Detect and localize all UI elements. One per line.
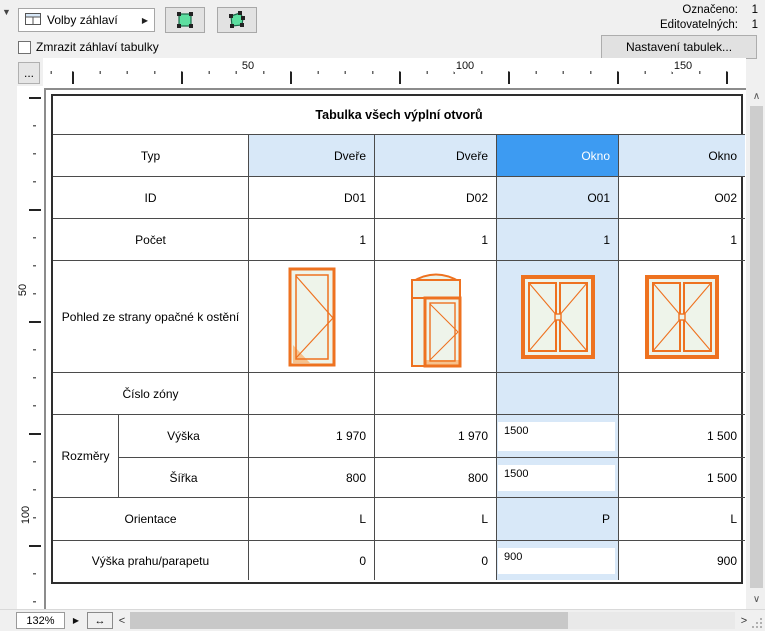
vertical-scrollbar[interactable]: ∧ ∨: [748, 86, 765, 609]
h-ruler-label: 100: [453, 60, 477, 72]
vertical-ruler: 50 100: [17, 86, 43, 609]
cell-prah-d02[interactable]: 0: [375, 541, 497, 580]
row-label-typ[interactable]: Typ: [53, 135, 249, 177]
row-label-orientace[interactable]: Orientace: [53, 498, 249, 541]
page-edge: [44, 88, 746, 90]
cell-vyska-d02[interactable]: 1 970: [375, 415, 497, 458]
status-bar: 132% ▶ ↔ < >: [0, 609, 765, 631]
cell-typ-o02[interactable]: Okno: [619, 135, 745, 177]
collapse-panel-icon[interactable]: ▼: [2, 7, 11, 17]
cell-sirka-d01[interactable]: 800: [249, 458, 375, 498]
cell-typ-o01-selected[interactable]: Okno: [497, 135, 619, 177]
zoom-menu-icon[interactable]: ▶: [72, 616, 80, 625]
scroll-down-icon[interactable]: ∨: [752, 593, 761, 605]
marked-count-row: Označeno: 1: [682, 4, 758, 16]
cell-typ-d02[interactable]: Dveře: [375, 135, 497, 177]
cell-id-o01[interactable]: O01: [497, 177, 619, 219]
cell-sirka-d02[interactable]: 800: [375, 458, 497, 498]
v-ruler-label: 50: [17, 281, 30, 299]
h-ruler-label: 150: [671, 60, 695, 72]
cell-preview-o02[interactable]: [619, 261, 745, 373]
scroll-up-icon[interactable]: ∧: [752, 90, 761, 102]
cell-zona-d02[interactable]: [375, 373, 497, 415]
row-label-id[interactable]: ID: [53, 177, 249, 219]
v-ruler-label: 100: [20, 503, 33, 527]
header-options-dropdown[interactable]: Volby záhlaví ▶: [18, 8, 155, 32]
editable-value: 1: [751, 19, 758, 31]
row-label-pohled[interactable]: Pohled ze strany opačné k ostění: [53, 261, 249, 373]
cell-preview-d01[interactable]: [249, 261, 375, 373]
cell-sirka-o02[interactable]: 1 500: [619, 458, 745, 498]
polygon-select-button[interactable]: [217, 7, 257, 33]
marquee-select-button[interactable]: [165, 7, 205, 33]
table-title: Tabulka všech výplní otvorů: [53, 96, 745, 135]
prah-edit-field[interactable]: 900: [498, 548, 615, 574]
horizontal-scrollbar[interactable]: [130, 612, 735, 629]
door-single-icon: [288, 267, 335, 366]
polygon-marquee-icon: [229, 11, 245, 28]
zoom-level-control[interactable]: 132%: [16, 612, 65, 629]
cell-orientace-o01[interactable]: P: [497, 498, 619, 541]
cell-zona-o02[interactable]: [619, 373, 745, 415]
cell-pocet-o02[interactable]: 1: [619, 219, 745, 261]
cell-vyska-o01-edit: 1500: [497, 415, 619, 458]
table-header-icon: [25, 12, 41, 28]
door-arched-sidelight-icon: [410, 273, 461, 367]
resize-grip-icon[interactable]: [752, 618, 763, 631]
sirka-edit-field[interactable]: 1500: [498, 465, 615, 491]
ruler-origin-button[interactable]: ...: [18, 62, 40, 84]
cell-prah-o01-edit: 900: [497, 541, 619, 580]
header-options-label: Volby záhlaví: [47, 13, 118, 27]
schedule-table: Tabulka všech výplní otvorů Typ Dveře Dv…: [51, 94, 745, 584]
window-double-icon: [645, 274, 719, 359]
marked-label: Označeno:: [682, 4, 738, 16]
fit-width-icon[interactable]: ↔: [87, 612, 113, 629]
page-edge: [44, 88, 46, 609]
chevron-right-icon: ▶: [141, 15, 148, 25]
row-label-vyska[interactable]: Výška: [119, 415, 249, 458]
row-label-sirka[interactable]: Šířka: [119, 458, 249, 498]
editable-label: Editovatelných:: [660, 19, 738, 31]
cell-orientace-d02[interactable]: L: [375, 498, 497, 541]
cell-vyska-d01[interactable]: 1 970: [249, 415, 375, 458]
cell-id-d01[interactable]: D01: [249, 177, 375, 219]
cell-orientace-d01[interactable]: L: [249, 498, 375, 541]
cell-pocet-o01[interactable]: 1: [497, 219, 619, 261]
schedule-canvas: Tabulka všech výplní otvorů Typ Dveře Dv…: [43, 86, 746, 609]
vyska-edit-field[interactable]: 1500: [498, 422, 615, 451]
freeze-header-checkbox[interactable]: [18, 40, 31, 54]
row-label-cislo-zony[interactable]: Číslo zóny: [53, 373, 249, 415]
scroll-right-icon[interactable]: >: [740, 614, 748, 627]
table-settings-button[interactable]: Nastavení tabulek...: [601, 35, 757, 59]
h-ruler-label: 50: [239, 60, 257, 72]
cell-pocet-d01[interactable]: 1: [249, 219, 375, 261]
marquee-icon: [177, 12, 193, 28]
horizontal-scroll-thumb[interactable]: [130, 612, 568, 629]
cell-sirka-o01-edit: 1500: [497, 458, 619, 498]
row-label-pocet[interactable]: Počet: [53, 219, 249, 261]
marked-value: 1: [751, 4, 758, 16]
horizontal-ruler: 50 100 150: [43, 58, 746, 86]
editable-count-row: Editovatelných: 1: [660, 19, 758, 31]
vertical-scroll-thumb[interactable]: [750, 106, 763, 588]
cell-vyska-o02[interactable]: 1 500: [619, 415, 745, 458]
scroll-left-icon[interactable]: <: [118, 614, 126, 627]
cell-typ-d01[interactable]: Dveře: [249, 135, 375, 177]
cell-orientace-o02[interactable]: L: [619, 498, 745, 541]
cell-preview-d02[interactable]: [375, 261, 497, 373]
cell-id-o02[interactable]: O02: [619, 177, 745, 219]
row-label-rozmery[interactable]: Rozměry: [53, 415, 119, 498]
cell-id-d02[interactable]: D02: [375, 177, 497, 219]
cell-zona-o01[interactable]: [497, 373, 619, 415]
cell-pocet-d02[interactable]: 1: [375, 219, 497, 261]
cell-preview-o01[interactable]: [497, 261, 619, 373]
freeze-header-label: Zmrazit záhlaví tabulky: [36, 40, 159, 54]
cell-zona-d01[interactable]: [249, 373, 375, 415]
window-double-icon: [520, 274, 595, 359]
cell-prah-d01[interactable]: 0: [249, 541, 375, 580]
row-label-prah[interactable]: Výška prahu/parapetu: [53, 541, 249, 580]
cell-prah-o02[interactable]: 900: [716, 553, 737, 568]
